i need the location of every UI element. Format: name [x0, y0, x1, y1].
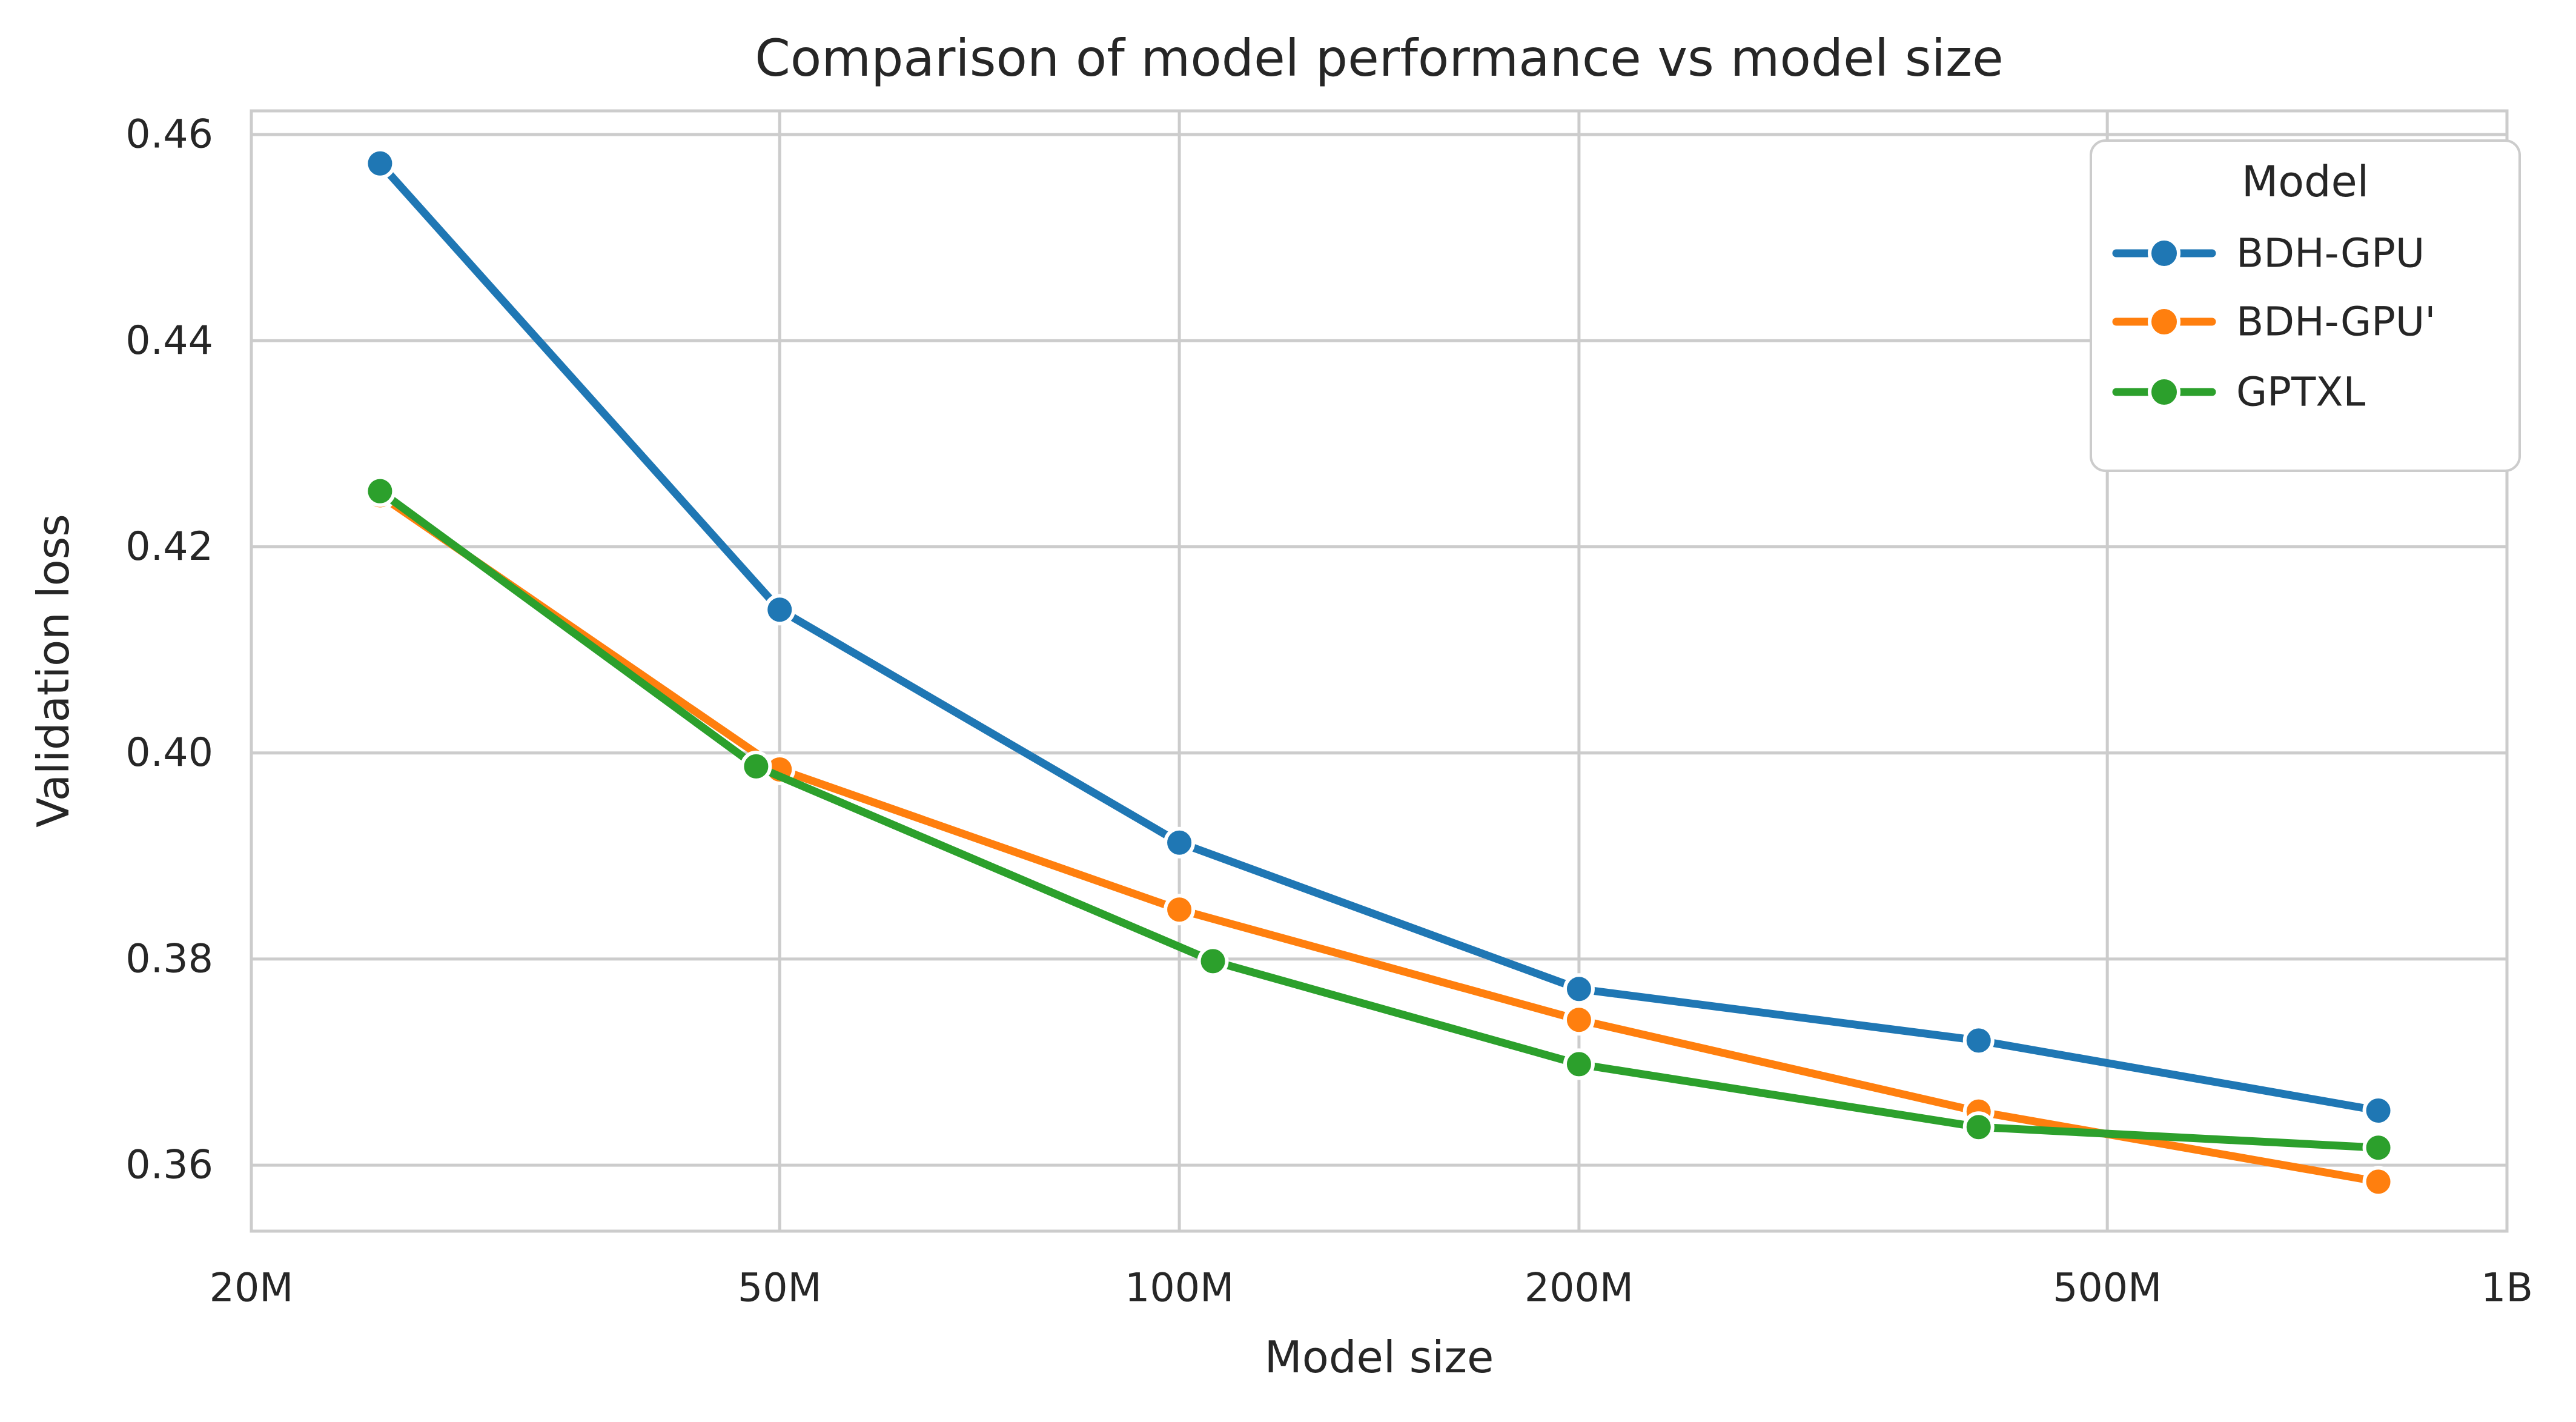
x-tick-label-20M: 20M — [210, 1266, 294, 1311]
data-point-BDH-GPU-400M — [1962, 1025, 1995, 1057]
data-point-GPTXL-48M — [740, 750, 772, 782]
data-point-GPTXL-106M — [1197, 945, 1229, 977]
x-axis-label: Model size — [1265, 1332, 1494, 1383]
legend-label: GPTXL — [2236, 369, 2365, 416]
legend-entry-BDH-GPU: BDH-GPU — [2112, 230, 2425, 277]
series-line-GPTXL — [376, 487, 2383, 1152]
y-tick-label-0.44: 0.44 — [125, 318, 213, 364]
series-line-BDH-GPU — [376, 159, 2383, 1115]
plot-border — [250, 109, 2509, 1233]
y-tick-label-0.36: 0.36 — [125, 1143, 213, 1188]
chart-title: Comparison of model performance vs model… — [755, 28, 2004, 88]
y-tick-label-0.46: 0.46 — [125, 112, 213, 158]
data-point-BDH-GPU'-200M — [1563, 1004, 1595, 1036]
y-tick-label-0.40: 0.40 — [125, 730, 213, 776]
gridlines — [251, 111, 2507, 1231]
legend-title: Model — [2242, 157, 2369, 207]
data-point-BDH-GPU'-800M — [2362, 1166, 2394, 1198]
data-point-BDH-GPU-50M — [764, 594, 796, 626]
legend-marker-swatch — [2148, 237, 2180, 270]
x-tick-label-200M: 200M — [1525, 1266, 1634, 1311]
x-tick-label-1B: 1B — [2481, 1266, 2533, 1311]
y-tick-label-0.38: 0.38 — [125, 936, 213, 982]
legend-label: BDH-GPU' — [2236, 299, 2435, 345]
y-tick-label-0.42: 0.42 — [125, 524, 213, 570]
data-point-GPTXL-400M — [1962, 1111, 1995, 1143]
data-point-GPTXL-800M — [2362, 1132, 2394, 1164]
data-point-BDH-GPU-800M — [2362, 1094, 2394, 1126]
data-point-BDH-GPU-200M — [1563, 973, 1595, 1005]
data-point-GPTXL-200M — [1563, 1048, 1595, 1080]
x-tick-label-500M: 500M — [2053, 1266, 2162, 1311]
x-tick-label-50M: 50M — [738, 1266, 822, 1311]
legend-entries: BDH-GPU BDH-GPU' GPTXL — [2112, 230, 2435, 416]
legend-entry-GPTXL: GPTXL — [2112, 369, 2365, 416]
x-axis-tick-labels: 20M 50M 100M 200M 500M 1B — [210, 1266, 2533, 1311]
series-line-BDH-GPU' — [376, 491, 2383, 1186]
legend: Model BDH-GPU BDH-GPU' GPTXL — [2090, 139, 2521, 472]
y-axis-label: Validation loss — [28, 514, 79, 828]
legend-marker-swatch — [2148, 376, 2180, 408]
data-point-BDH-GPU-100M — [1164, 826, 1196, 859]
data-point-BDH-GPU-25M — [364, 147, 396, 179]
data-point-GPTXL-25M — [364, 475, 396, 507]
y-axis-tick-labels: 0.46 0.44 0.42 0.40 0.38 0.36 — [125, 112, 213, 1188]
legend-entry-BDH-GPU': BDH-GPU' — [2112, 299, 2435, 345]
data-point-BDH-GPU'-100M — [1164, 894, 1196, 926]
legend-label: BDH-GPU — [2236, 230, 2425, 277]
series-layer — [364, 147, 2394, 1198]
legend-marker-swatch — [2148, 305, 2180, 338]
x-tick-label-100M: 100M — [1125, 1266, 1234, 1311]
